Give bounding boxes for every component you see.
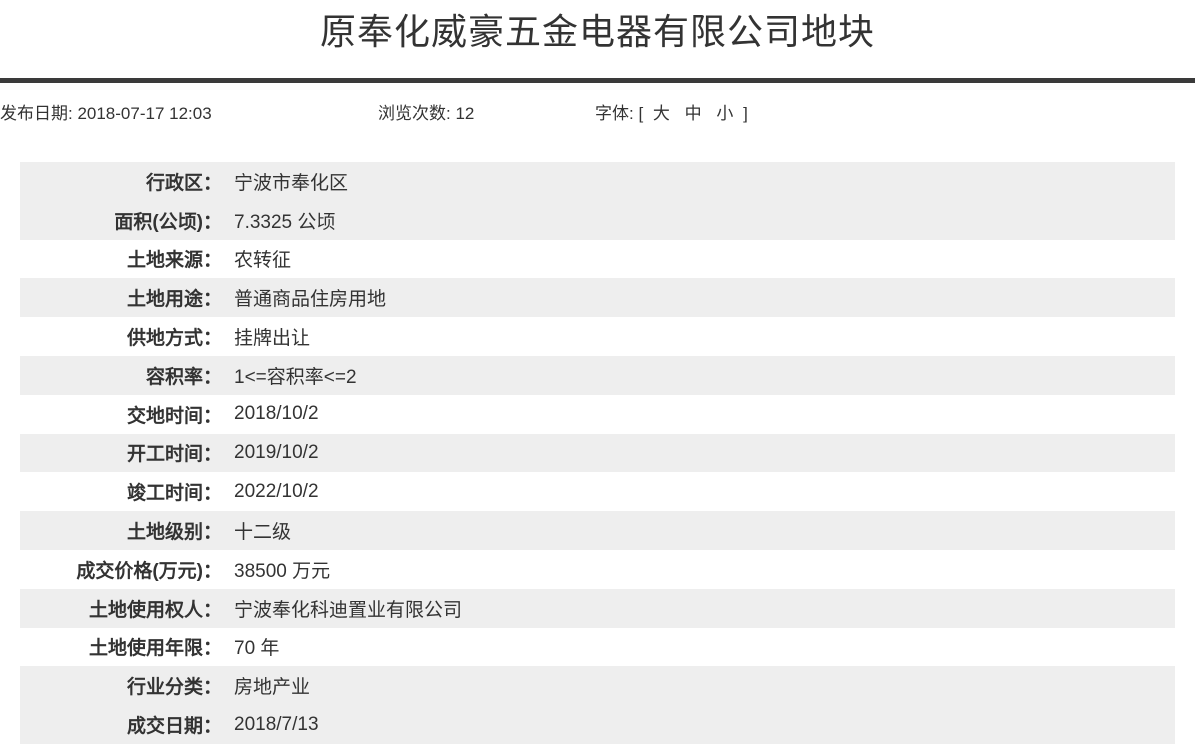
field-label: 土地来源： (126, 250, 222, 272)
field-value: 宁波奉化科迪置业有限公司 (234, 599, 463, 621)
field-value: 挂牌出让 (234, 328, 311, 350)
field-value: 宁波市奉化区 (234, 172, 349, 194)
field-value: 2022/10/2 (234, 480, 319, 502)
field-label: 土地级别： (126, 522, 222, 544)
land-info-table: 行政区： 宁波市奉化区 面积(公顷)： 7.3325 公顷 土地来源： 农转征 … (20, 162, 1175, 744)
page-title: 原奉化威豪五金电器有限公司地块 (319, 11, 875, 52)
font-size-large[interactable]: 大 (652, 104, 670, 123)
field-value: 38500 万元 (234, 560, 331, 582)
field-value: 1<=容积率<=2 (234, 366, 357, 388)
field-label: 行业分类： (126, 677, 222, 699)
table-row: 土地使用权人： 宁波奉化科迪置业有限公司 (20, 588, 1175, 628)
field-value: 2018/10/2 (234, 403, 319, 425)
table-row: 土地使用年限： 70 年 (20, 628, 1175, 667)
font-size-medium[interactable]: 中 (684, 104, 702, 123)
field-label: 土地用途： (126, 289, 222, 311)
table-row: 土地级别： 十二级 (20, 511, 1175, 550)
title-divider (0, 78, 1195, 83)
meta-bar: 发布日期: 2018-07-17 12:03 浏览次数: 12 字体: [ 大 … (0, 99, 1195, 129)
table-row: 土地用途： 普通商品住房用地 (20, 278, 1175, 318)
field-label: 容积率： (145, 366, 222, 388)
table-row: 行业分类： 房地产业 (20, 666, 1175, 706)
table-row: 开工时间： 2019/10/2 (20, 433, 1175, 473)
field-label: 竣工时间： (126, 483, 222, 505)
field-label: 土地使用年限： (88, 638, 222, 660)
field-label: 行政区： (145, 172, 222, 194)
field-label: 成交价格(万元)： (76, 560, 222, 582)
field-label: 交地时间： (126, 405, 222, 427)
table-row: 成交价格(万元)： 38500 万元 (20, 550, 1175, 589)
field-label: 面积(公顷)： (114, 211, 222, 233)
field-value: 70 年 (234, 638, 280, 660)
field-label: 供地方式： (126, 328, 222, 350)
table-row: 面积(公顷)： 7.3325 公顷 (20, 200, 1175, 240)
field-value: 2019/10/2 (234, 441, 319, 463)
font-size-suffix: ] (743, 104, 748, 123)
table-row: 容积率： 1<=容积率<=2 (20, 355, 1175, 395)
field-value: 普通商品住房用地 (234, 289, 387, 311)
table-row: 行政区： 宁波市奉化区 (20, 162, 1175, 201)
font-size-prefix: 字体: [ (595, 104, 644, 123)
publish-date: 发布日期: 2018-07-17 12:03 (0, 104, 212, 123)
field-value: 2018/7/13 (234, 713, 319, 735)
field-value: 7.3325 公顷 (234, 211, 336, 233)
font-size-small[interactable]: 小 (716, 104, 734, 123)
field-value: 十二级 (234, 522, 292, 544)
table-row: 竣工时间： 2022/10/2 (20, 472, 1175, 511)
view-count: 浏览次数: 12 (378, 104, 475, 123)
font-size-switcher: 字体: [ 大 中 小 ] (595, 99, 748, 129)
table-row: 成交日期： 2018/7/13 (20, 705, 1175, 744)
field-value: 房地产业 (234, 677, 311, 699)
field-label: 土地使用权人： (88, 599, 222, 621)
table-row: 供地方式： 挂牌出让 (20, 317, 1175, 356)
field-label: 成交日期： (126, 716, 222, 738)
table-row: 交地时间： 2018/10/2 (20, 395, 1175, 434)
table-row: 土地来源： 农转征 (20, 240, 1175, 279)
field-label: 开工时间： (126, 444, 222, 466)
field-value: 农转征 (234, 250, 292, 272)
